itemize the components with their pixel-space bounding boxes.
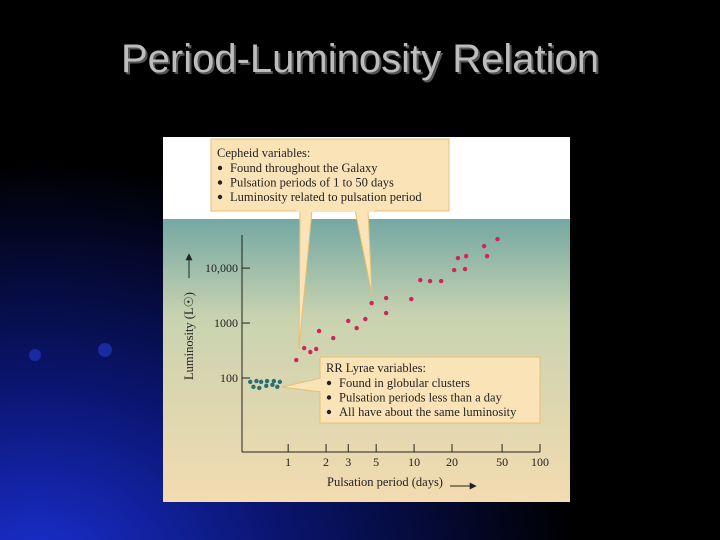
point [277,379,283,385]
x-tick-label: 3 [345,455,351,469]
x-tick-label: 100 [531,455,549,469]
point [257,385,262,391]
point [308,349,313,355]
point [264,378,270,384]
point [354,325,359,331]
point [438,278,444,284]
point [383,310,389,316]
point [427,278,433,284]
y-axis-title-group: Luminosity (L☉) [182,253,196,380]
point [264,383,269,389]
point [294,357,299,363]
point [270,382,275,388]
callout-note: Pulsation periods less than a day [339,391,503,405]
bullet [326,380,332,386]
plot: 100 1000 10,000 1 2 3 5 10 20 50 100 [205,236,549,469]
bullet [326,395,332,400]
callout-box [210,138,450,212]
point [409,296,414,302]
x-tick-label: 1 [285,455,291,469]
point [418,277,423,283]
title-shadow: Period-Luminosity Relation [123,39,601,83]
bullet [217,165,223,171]
callout-join [296,208,374,212]
point [301,345,307,351]
point [313,346,319,352]
x-tick-label: 10 [408,455,420,469]
point [462,266,468,272]
bullet [217,194,223,200]
point [275,384,280,390]
bullet [217,180,223,185]
point [495,236,500,242]
point [455,255,461,261]
x-axis-title: Pulsation period (days) [327,475,443,489]
point [331,335,336,341]
bullet [326,409,332,415]
callout-title: RR Lyrae variables: [326,361,426,375]
y-axis-title: Luminosity (L☉) [182,292,196,380]
point [254,378,259,384]
callout-note: Found throughout the Galaxy [230,161,378,175]
point [248,379,253,385]
point [316,328,322,334]
point [346,318,351,324]
y-tick-label: 1000 [214,316,238,330]
point [271,378,277,384]
callout-box [319,356,541,424]
point [451,267,457,273]
x-tick-label: 20 [446,455,458,469]
x-tick-label: 50 [496,455,508,469]
slide-title: Period-Luminosity Relation [121,37,599,81]
point [363,316,368,322]
point [383,295,389,301]
x-tick-label: 2 [323,455,329,469]
callout-note: Found in globular clusters [339,376,470,390]
point [258,379,264,385]
point [484,253,490,259]
point [369,300,374,306]
callout-note: All have about the same luminosity [339,405,517,419]
callout-title: Cepheid variables: [217,146,310,160]
callout-note: Pulsation periods of 1 to 50 days [230,176,394,190]
decoration [98,343,112,357]
y-tick-label: 100 [220,371,238,385]
y-tick-label: 10,000 [205,261,238,275]
point [463,253,469,259]
callout-join [318,379,322,391]
point [481,243,487,249]
callout-note: Luminosity related to pulsation period [230,190,422,204]
point [251,384,256,390]
x-tick-label: 5 [373,455,379,469]
decoration [29,349,41,361]
